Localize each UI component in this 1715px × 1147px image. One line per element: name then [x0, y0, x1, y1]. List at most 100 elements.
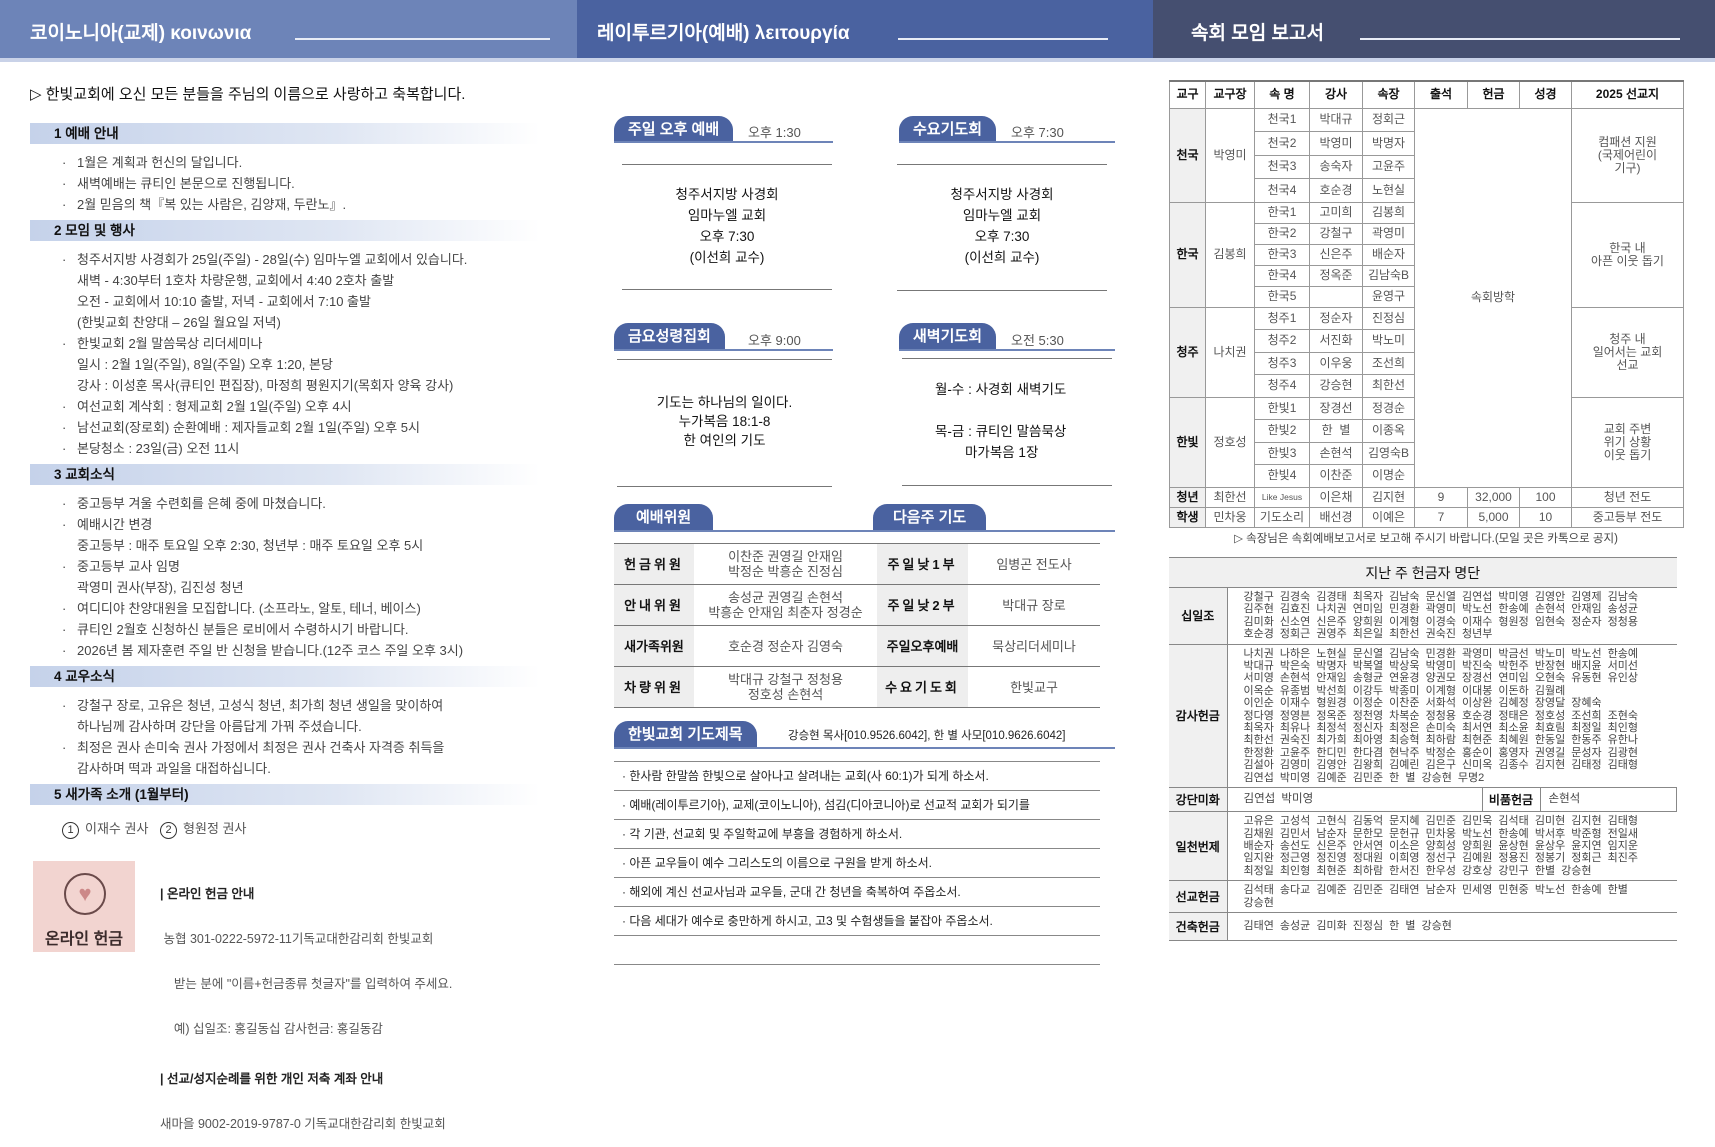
slot-label: 주일낮1부: [877, 543, 968, 585]
pastor-contact: 강승현 목사[010.9526.6042], 한 별 사모[010.9626.6…: [788, 730, 1066, 742]
cell-leader: 이예은: [1362, 506, 1415, 528]
cell-name: 한빛2: [1254, 419, 1310, 443]
cell-name: 한국3: [1254, 243, 1310, 266]
district-leader: 민차웅: [1205, 506, 1255, 528]
header-title-report: 속회 모임 보고서: [1191, 23, 1324, 44]
prayer-leader: 묵상리더세미나: [968, 625, 1100, 667]
table-row: 한빛4 이찬준 이명순: [1170, 464, 1684, 488]
example-text: 예) 십일조: 홍길동십 감사헌금: 홍길동감: [160, 1022, 383, 1036]
cell-leader: 조선희: [1362, 351, 1415, 375]
table-row: 천국 박영미 천국1 박대규 정회근 속회방학 컴패션 지원 (국제어린이 기구…: [1169, 107, 1684, 488]
role-label: 새가족위원: [614, 625, 694, 667]
divider: [897, 290, 1107, 291]
cell-name: 한국4: [1254, 264, 1310, 287]
instruction-text: 받는 분에 "이름+헌금종류 첫글자"를 입력하여 주세요.: [160, 977, 453, 991]
service-details: 청주서지방 사경회 임마누엘 교회 오후 7:30 (이선희 교수): [675, 187, 779, 265]
cell-name: 한국1: [1254, 201, 1310, 224]
cell-name: 천국1: [1254, 107, 1310, 132]
mission-field: 청주 내 일어서는 교회 선교: [1571, 306, 1684, 398]
teacher: 신은주: [1309, 243, 1363, 266]
announcement-item: 여선교회 계삭회 : 형제교회 2월 1일(주일) 오후 4시: [30, 396, 540, 417]
table-row: 천국4 호순경 노현실: [1170, 178, 1684, 203]
divider: [622, 164, 832, 165]
cell-name: 한국2: [1254, 222, 1310, 245]
district-name: 한빛: [1169, 396, 1206, 488]
header-report: 속회 모임 보고서: [1153, 0, 1715, 62]
info-heading: | 온라인 헌금 안내: [160, 887, 255, 901]
district-leader: 나치권: [1205, 306, 1255, 398]
offering-type-label: 선교헌금: [1169, 880, 1228, 913]
divider: [614, 761, 1100, 762]
cell-leader: 김지현: [1362, 486, 1415, 508]
cell-name: 천국4: [1254, 178, 1310, 203]
welcome-message: ▷ 한빛교회에 오신 모든 분들을 주님의 이름으로 사랑하고 축복합니다.: [30, 86, 466, 103]
prayer-item: · 한사람 한말씀 한빛으로 살아나고 살려내는 교회(사 60:1)가 되게 …: [614, 762, 1100, 791]
role-members: 이찬준 권영길 안재임 박정순 박흥순 진정심: [694, 543, 877, 585]
column-header: 교구: [1169, 80, 1206, 109]
service-details: 청주서지방 사경회 임마누엘 교회 오후 7:30 (이선희 교수): [950, 187, 1054, 265]
offering-type-label: 강단미화: [1169, 787, 1228, 813]
column-header: 성경: [1519, 80, 1572, 109]
district-leader: 박영미: [1205, 107, 1255, 203]
prayer-text: 예배(레이투르기아), 교제(코이노니아), 섬김(디아코니아)로 선교적 교회…: [629, 798, 1030, 812]
column-header: 교구장: [1205, 80, 1255, 109]
header-divider: [1360, 38, 1680, 40]
teacher: 송숙자: [1309, 154, 1363, 179]
teacher: 정옥준: [1309, 264, 1363, 287]
cell-leader: 김남숙B: [1362, 264, 1415, 287]
savings-account: 새마을 9002-2019-9787-0 기독교대한감리회 한빛교회: [160, 1117, 446, 1131]
tab-friday-service: 금요성령집회: [614, 323, 725, 350]
offering: 32,000: [1467, 486, 1520, 508]
column-header: 속장: [1362, 80, 1415, 109]
offering-names: 김연섭 박미영: [1227, 787, 1483, 813]
teacher: 호순경: [1309, 178, 1363, 203]
offering-type-label: 일천번제: [1169, 811, 1228, 882]
divider: [622, 289, 832, 290]
header-title-koinonia: 코이노니아(교제) κοινωνια: [30, 23, 252, 44]
table-row: 한국2 강철구 곽영미: [1170, 222, 1684, 245]
announcement-item: 여디디야 찬양대원을 모집합니다. (소프라노, 알토, 테너, 베이스): [30, 598, 540, 619]
header-title-leitourgia: 레이투르기아(예배) λειτουργία: [597, 23, 850, 44]
table-row: 청주 나치권 청주1 정순자 진정심 청주 내 일어서는 교회 선교: [1169, 306, 1684, 398]
divider: [902, 485, 1112, 486]
role-members: 박대규 강철구 정청용 정호성 손현석: [694, 666, 877, 708]
prayer-item-empty: [614, 936, 1100, 965]
new-family-name: 형원정 권사: [183, 821, 247, 836]
mission-field: 교회 주변 위기 상황 이웃 돕기: [1571, 396, 1684, 488]
table-row: 안내위원 송성균 권영길 손현석 박흥순 안재임 최춘자 정경순 주일낮2부 박…: [614, 584, 1100, 626]
role-label: 안내위원: [614, 584, 694, 626]
teacher: 강승현: [1309, 374, 1363, 398]
cell-name: 청주4: [1254, 374, 1310, 398]
online-offering-label: 온라인 헌금: [44, 931, 124, 948]
prayer-leader: 한빛교구: [968, 666, 1100, 708]
cell-leader: 고윤주: [1362, 154, 1415, 179]
table-row: 천국3 송숙자 고윤주: [1170, 154, 1684, 179]
cell-name: 천국2: [1254, 131, 1310, 156]
district-name: 천국: [1169, 107, 1206, 203]
announcement-item: 예배시간 변경 중고등부 : 매주 토요일 오후 2:30, 청년부 : 매주 …: [30, 514, 540, 556]
slot-label: 수요기도회: [877, 666, 968, 708]
offering-type-label: 십일조: [1169, 587, 1228, 645]
cell-name: 청주2: [1254, 329, 1310, 353]
offering-names: 고유은 고성석 고현식 김동억 문지혜 김민준 김민욱 김석태 김미현 김지현 …: [1227, 811, 1677, 882]
section-title: 2 모임 및 행사: [30, 220, 540, 241]
tab-prayer-topics: 한빛교회 기도제목: [614, 721, 757, 748]
district-name: 학생: [1169, 506, 1206, 528]
cell-leader: 진정심: [1362, 306, 1415, 330]
column-header: 헌금: [1467, 80, 1520, 109]
divider: [902, 358, 1112, 359]
divider: [897, 164, 1107, 165]
cell-group-report-table: 교구 교구장 속 명 강사 속장 출석 헌금 성경 2025 선교지 천국 박영…: [1169, 80, 1684, 528]
table-row: 건축헌금 김태연 송성균 김미화 진정심 한 별 강승현: [1169, 912, 1677, 941]
announcement-item: 2026년 봄 제자훈련 주일 반 신청을 받습니다.(12주 코스 주일 오후…: [30, 640, 540, 661]
cell-leader: 김영숙B: [1362, 441, 1415, 465]
prayer-item: · 예배(레이투르기아), 교제(코이노니아), 섬김(디아코니아)로 선교적 …: [614, 791, 1100, 820]
offering-type-label: 감사헌금: [1169, 644, 1228, 789]
role-label: 헌금위원: [614, 543, 694, 585]
merged-status: 속회방학: [1414, 107, 1572, 488]
district-leader: 최한선: [1205, 486, 1255, 508]
online-offering-badge: ♥ 온라인 헌금: [33, 861, 135, 952]
offering: 5,000: [1467, 506, 1520, 528]
table-row: 선교헌금 김석태 송다교 김예준 김민준 김태연 남순자 민세영 민현중 박노선…: [1169, 880, 1677, 913]
service-time: 오후 1:30: [748, 125, 801, 140]
